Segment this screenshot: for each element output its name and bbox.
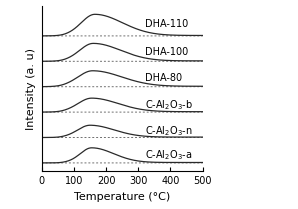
Text: DHA-110: DHA-110 <box>145 19 188 29</box>
Y-axis label: Intensity (a. u): Intensity (a. u) <box>26 48 36 130</box>
Text: C-Al$_2$O$_3$-a: C-Al$_2$O$_3$-a <box>145 148 192 162</box>
Text: C-Al$_2$O$_3$-n: C-Al$_2$O$_3$-n <box>145 124 193 138</box>
Text: C-Al$_2$O$_3$-b: C-Al$_2$O$_3$-b <box>145 98 193 112</box>
Text: DHA-100: DHA-100 <box>145 47 188 57</box>
X-axis label: Temperature (°C): Temperature (°C) <box>74 192 170 202</box>
Text: DHA-80: DHA-80 <box>145 73 182 83</box>
